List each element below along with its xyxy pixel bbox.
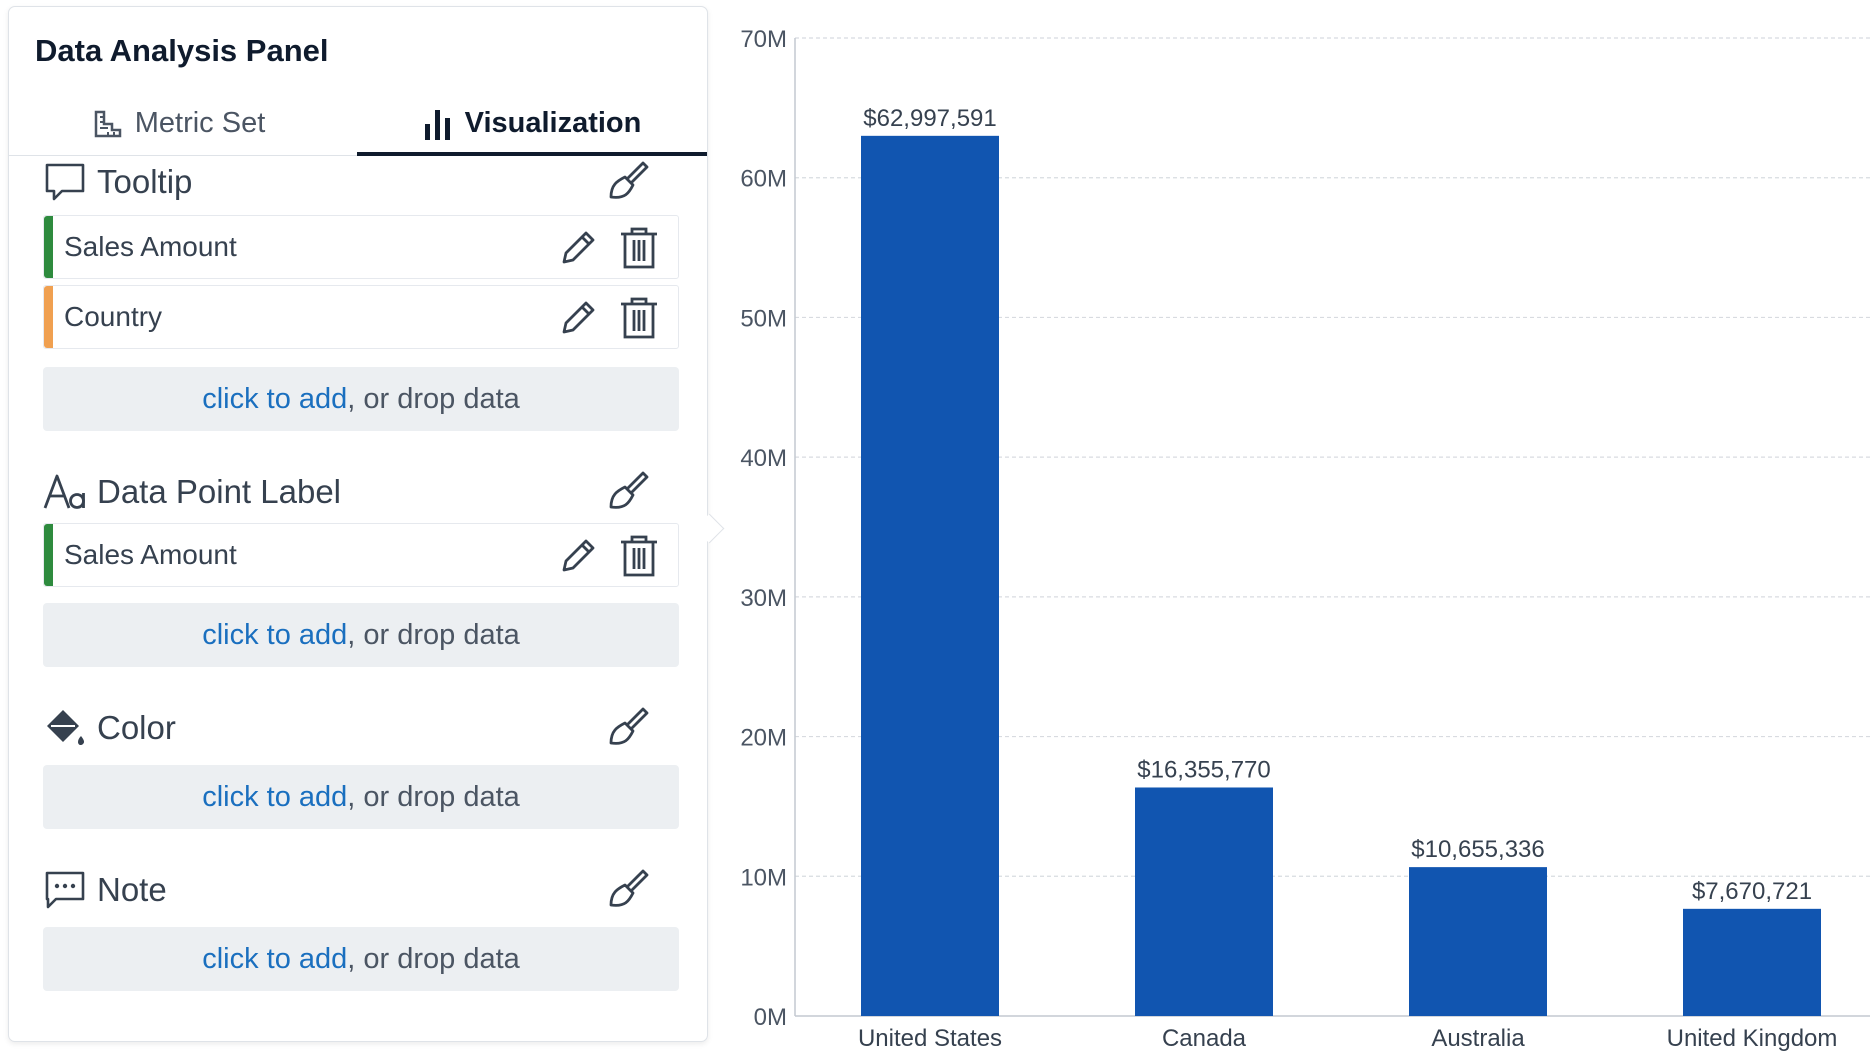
data-analysis-panel: Data Analysis Panel Metric Set Visualiza… bbox=[8, 6, 708, 1042]
section-tooltip: Tooltip bbox=[43, 157, 663, 207]
field-label: Country bbox=[64, 301, 163, 332]
bar bbox=[1135, 787, 1273, 1016]
drop-zone-tooltip[interactable]: click to add, or drop data bbox=[43, 367, 679, 431]
pencil-icon[interactable] bbox=[558, 298, 598, 338]
click-to-add-link[interactable]: click to add bbox=[202, 618, 348, 651]
drop-zone-text: , or drop data bbox=[347, 382, 520, 415]
drop-zone-text: , or drop data bbox=[347, 618, 520, 651]
data-label: $62,997,591 bbox=[863, 105, 996, 132]
bar bbox=[1683, 908, 1821, 1016]
y-tick-label: 40M bbox=[740, 445, 787, 472]
y-tick-label: 30M bbox=[740, 585, 787, 612]
trash-icon[interactable] bbox=[618, 226, 660, 270]
pencil-icon[interactable] bbox=[558, 536, 598, 576]
brush-icon[interactable] bbox=[603, 705, 651, 751]
section-data-point-label: Data Point Label bbox=[43, 467, 663, 517]
drop-zone-text: , or drop data bbox=[347, 780, 520, 813]
paint-bucket-icon bbox=[43, 706, 87, 750]
field-label: Sales Amount bbox=[64, 231, 237, 262]
y-tick-label: 50M bbox=[740, 305, 787, 332]
brush-icon[interactable] bbox=[603, 159, 651, 205]
trash-icon[interactable] bbox=[618, 534, 660, 578]
bar-chart-icon bbox=[424, 109, 450, 140]
click-to-add-link[interactable]: click to add bbox=[202, 780, 348, 813]
data-label: $16,355,770 bbox=[1137, 756, 1270, 783]
tab-visualization-label: Visualization bbox=[464, 107, 642, 139]
drop-zone-color[interactable]: click to add, or drop data bbox=[43, 765, 679, 829]
drop-zone-note[interactable]: click to add, or drop data bbox=[43, 927, 679, 991]
y-tick-label: 20M bbox=[740, 725, 787, 752]
click-to-add-link[interactable]: click to add bbox=[202, 382, 348, 415]
section-tooltip-label: Tooltip bbox=[97, 163, 193, 200]
drop-zone-data-point-label[interactable]: click to add, or drop data bbox=[43, 603, 679, 667]
field-color-bar bbox=[44, 216, 53, 278]
field-row-label-sales-amount[interactable]: Sales Amount bbox=[43, 523, 679, 587]
data-label: $7,670,721 bbox=[1692, 878, 1812, 905]
section-note: Note bbox=[43, 865, 663, 915]
drop-zone-text: , or drop data bbox=[347, 942, 520, 975]
pencil-icon[interactable] bbox=[558, 228, 598, 268]
section-color: Color bbox=[43, 703, 663, 753]
brush-icon[interactable] bbox=[603, 867, 651, 913]
panel-title: Data Analysis Panel bbox=[35, 33, 329, 68]
x-tick-label: United Kingdom bbox=[1667, 1025, 1838, 1052]
field-color-bar bbox=[44, 286, 53, 348]
font-icon bbox=[43, 470, 87, 514]
note-icon bbox=[43, 868, 87, 912]
x-tick-label: United States bbox=[858, 1025, 1002, 1052]
y-tick-label: 60M bbox=[740, 166, 787, 193]
trash-icon[interactable] bbox=[618, 296, 660, 340]
tab-visualization[interactable]: Visualization bbox=[357, 95, 707, 156]
brush-icon[interactable] bbox=[603, 469, 651, 515]
click-to-add-link[interactable]: click to add bbox=[202, 942, 348, 975]
tooltip-icon bbox=[43, 160, 87, 204]
tab-metric-set-label: Metric Set bbox=[134, 107, 266, 139]
data-label: $10,655,336 bbox=[1411, 836, 1544, 863]
field-label: Sales Amount bbox=[64, 539, 237, 570]
tab-metric-set[interactable]: Metric Set bbox=[9, 95, 349, 152]
y-tick-label: 0M bbox=[754, 1004, 787, 1031]
field-row-tooltip-sales-amount[interactable]: Sales Amount bbox=[43, 215, 679, 279]
ruler-chart-icon bbox=[94, 110, 121, 137]
section-data-point-label-label: Data Point Label bbox=[97, 473, 342, 510]
x-tick-label: Canada bbox=[1162, 1025, 1247, 1052]
section-color-label: Color bbox=[97, 709, 176, 746]
bar bbox=[861, 135, 999, 1016]
section-note-label: Note bbox=[97, 871, 167, 908]
x-tick-label: Australia bbox=[1431, 1025, 1525, 1052]
field-row-tooltip-country[interactable]: Country bbox=[43, 285, 679, 349]
bar bbox=[1409, 867, 1547, 1016]
y-tick-label: 10M bbox=[740, 864, 787, 891]
field-color-bar bbox=[44, 524, 53, 586]
panel-tabs: Metric Set Visualization bbox=[9, 95, 707, 156]
y-tick-label: 70M bbox=[740, 26, 787, 53]
